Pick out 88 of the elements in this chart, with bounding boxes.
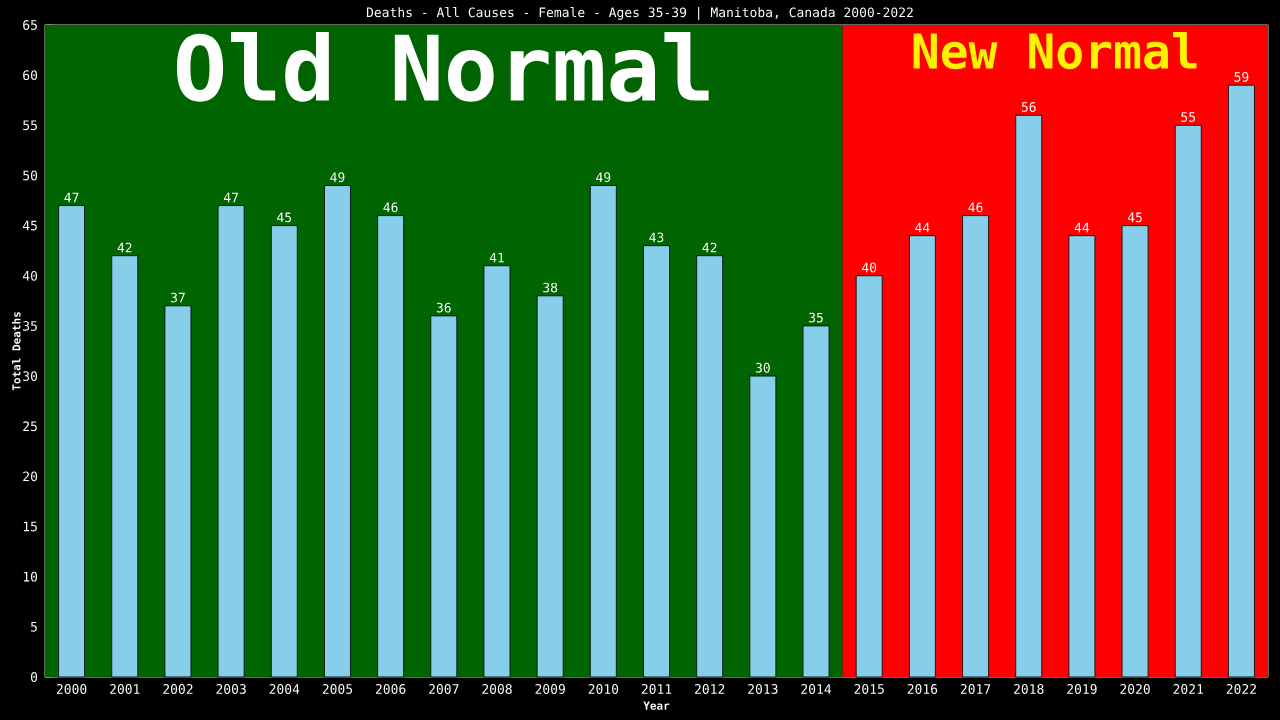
bar <box>324 185 351 678</box>
x-tick-label: 2004 <box>269 684 300 694</box>
y-tick-label: 10 <box>23 571 38 582</box>
data-label: 44 <box>1074 222 1090 233</box>
data-label: 49 <box>330 172 345 183</box>
bar <box>483 265 511 678</box>
x-tick-label: 2009 <box>535 684 565 694</box>
x-tick-label: 2006 <box>375 684 406 694</box>
x-tick-label: 2000 <box>56 684 87 694</box>
x-tick-label: 2005 <box>322 684 353 694</box>
x-tick-label: 2019 <box>1067 684 1097 694</box>
bar <box>164 305 192 678</box>
bar <box>377 215 405 678</box>
y-tick-label: 35 <box>23 321 37 331</box>
data-label: 38 <box>543 282 558 293</box>
x-tick-label: 2010 <box>588 684 619 694</box>
bar <box>1174 124 1202 678</box>
bar <box>58 205 85 678</box>
data-label: 55 <box>1181 112 1196 122</box>
data-label: 43 <box>649 232 664 243</box>
bar <box>749 375 777 678</box>
data-label: 42 <box>702 242 717 253</box>
data-label: 45 <box>1127 212 1142 223</box>
data-label: 47 <box>223 192 238 203</box>
bar <box>962 215 989 678</box>
bar <box>802 325 830 678</box>
band-label: Old Normal <box>176 32 709 102</box>
y-tick-label: 25 <box>23 421 37 432</box>
data-label: 30 <box>755 362 770 373</box>
y-tick-label: 55 <box>23 120 37 131</box>
y-tick-label: 15 <box>23 521 37 532</box>
x-tick-label: 2022 <box>1226 684 1256 694</box>
data-label: 46 <box>968 202 983 213</box>
bar <box>908 235 936 678</box>
x-tick-label: 2018 <box>1014 684 1044 694</box>
y-tick-label: 0 <box>30 672 38 682</box>
bar <box>696 255 724 678</box>
bar <box>430 315 458 678</box>
x-tick-label: 2003 <box>216 684 246 694</box>
y-tick-label: 60 <box>23 70 38 81</box>
bar <box>1121 225 1149 678</box>
data-label: 56 <box>1021 102 1036 112</box>
x-tick-label: 2021 <box>1173 684 1203 694</box>
y-tick-label: 40 <box>22 270 38 281</box>
x-axis-title: Year <box>643 701 670 710</box>
band-label: New Normal <box>913 32 1197 70</box>
data-label: 49 <box>596 172 611 183</box>
bar <box>1228 84 1255 678</box>
x-tick-label: 2011 <box>641 684 672 694</box>
bar <box>1068 235 1096 678</box>
y-tick-label: 5 <box>31 622 37 632</box>
x-tick-label: 2016 <box>907 684 938 694</box>
x-tick-label: 2015 <box>854 684 884 694</box>
x-tick-label: 2014 <box>801 684 832 694</box>
data-label: 40 <box>862 262 877 273</box>
data-label: 59 <box>1234 71 1249 82</box>
x-tick-label: 2001 <box>110 684 140 694</box>
x-tick-label: 2013 <box>748 684 778 694</box>
data-label: 42 <box>117 242 132 253</box>
y-tick-label: 50 <box>23 170 38 181</box>
bar <box>589 185 617 678</box>
x-tick-label: 2007 <box>429 684 459 694</box>
data-label: 36 <box>436 302 451 313</box>
chart-title: Deaths - All Causes - Female - Ages 35-39 | Manitoba, Canada 2000-2022 <box>366 7 913 21</box>
data-label: 41 <box>489 252 504 263</box>
y-tick-label: 20 <box>23 471 38 482</box>
y-axis-title: Total Deaths <box>12 312 21 391</box>
y-tick-label: 65 <box>23 20 37 30</box>
bar <box>855 275 883 678</box>
bar <box>536 295 564 678</box>
x-tick-label: 2020 <box>1120 684 1150 694</box>
x-tick-label: 2002 <box>163 684 193 694</box>
x-tick-label: 2017 <box>960 684 991 694</box>
bar <box>643 245 670 678</box>
y-tick-label: 45 <box>22 220 37 231</box>
bar <box>270 225 298 678</box>
x-tick-label: 2012 <box>695 684 725 694</box>
data-label: 37 <box>170 292 185 303</box>
x-tick-label: 2008 <box>482 684 512 694</box>
y-tick-label: 30 <box>23 371 38 382</box>
data-label: 47 <box>64 192 79 203</box>
bar <box>1015 114 1043 678</box>
data-label: 46 <box>383 202 398 213</box>
bar <box>217 205 245 678</box>
data-label: 45 <box>277 212 292 223</box>
data-label: 35 <box>809 312 823 323</box>
bar <box>111 255 139 678</box>
data-label: 44 <box>915 222 930 233</box>
